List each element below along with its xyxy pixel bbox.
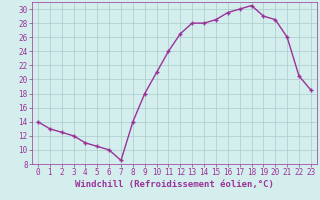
X-axis label: Windchill (Refroidissement éolien,°C): Windchill (Refroidissement éolien,°C) bbox=[75, 180, 274, 189]
